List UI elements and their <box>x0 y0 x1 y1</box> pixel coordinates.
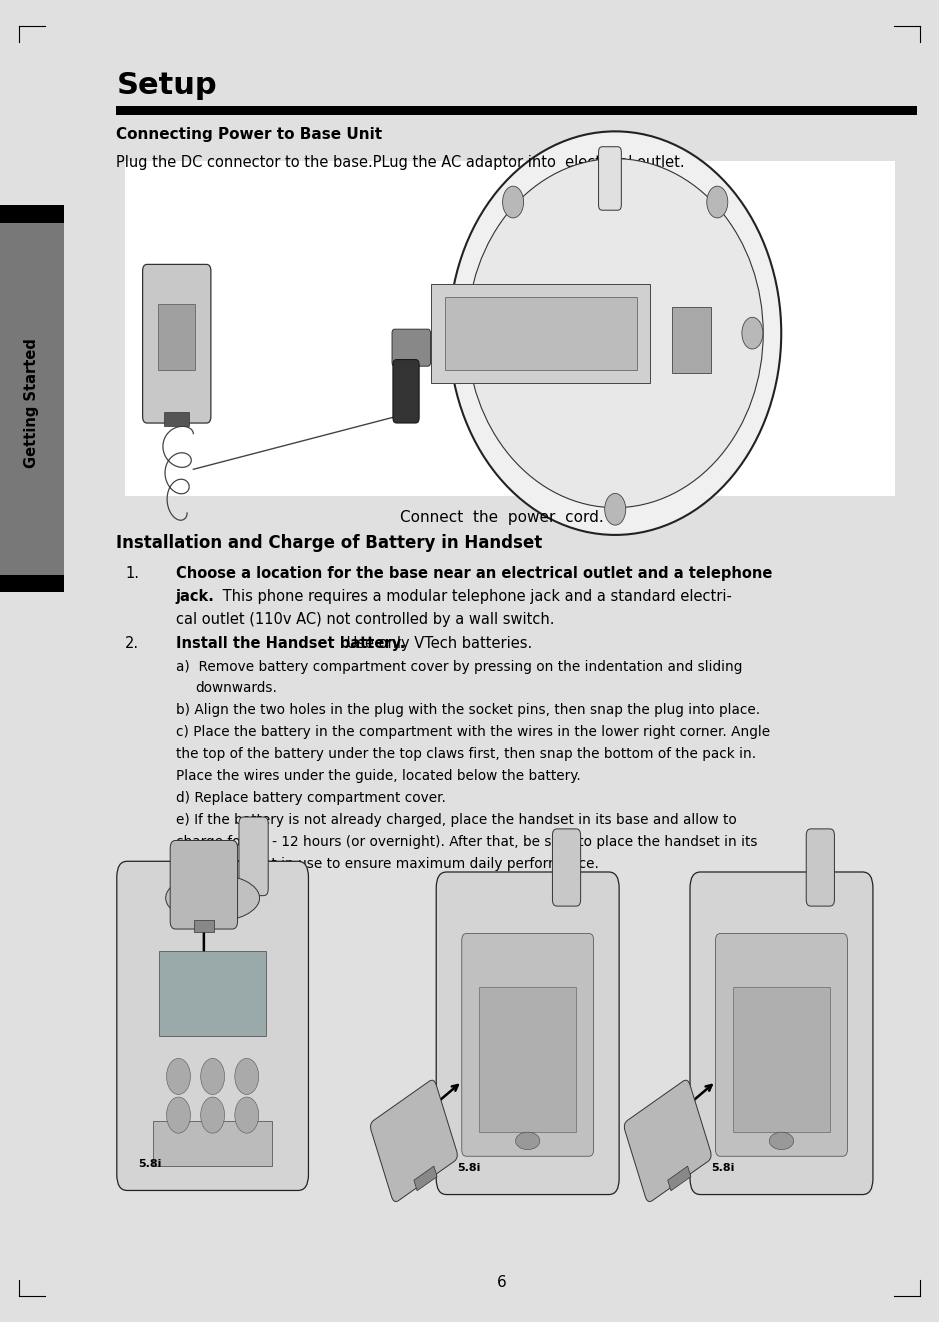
FancyBboxPatch shape <box>143 264 211 423</box>
Text: 5.8i: 5.8i <box>712 1163 735 1174</box>
Text: Installation and Charge of Battery in Handset: Installation and Charge of Battery in Ha… <box>116 534 543 553</box>
Text: Choose a location for the base near an electrical outlet and a telephone: Choose a location for the base near an e… <box>176 566 772 580</box>
FancyBboxPatch shape <box>153 1121 272 1166</box>
Bar <box>116 106 917 115</box>
FancyBboxPatch shape <box>733 986 830 1132</box>
FancyBboxPatch shape <box>239 817 269 896</box>
Circle shape <box>235 1059 259 1095</box>
Text: d) Replace battery compartment cover.: d) Replace battery compartment cover. <box>176 792 446 805</box>
Text: Place the wires under the guide, located below the battery.: Place the wires under the guide, located… <box>176 769 580 784</box>
Bar <box>164 412 189 426</box>
FancyBboxPatch shape <box>159 951 267 1036</box>
Ellipse shape <box>165 874 259 921</box>
FancyBboxPatch shape <box>0 221 64 588</box>
FancyBboxPatch shape <box>431 284 650 383</box>
Text: b) Align the two holes in the plug with the socket pins, then snap the plug into: b) Align the two holes in the plug with … <box>176 703 760 718</box>
FancyBboxPatch shape <box>552 829 580 906</box>
Bar <box>193 920 214 932</box>
Circle shape <box>235 1097 259 1133</box>
Text: This phone requires a modular telephone jack and a standard electri-: This phone requires a modular telephone … <box>218 590 731 604</box>
FancyBboxPatch shape <box>371 1080 457 1202</box>
Circle shape <box>166 1097 191 1133</box>
FancyBboxPatch shape <box>624 1080 711 1202</box>
Text: jack.: jack. <box>176 590 215 604</box>
Text: Setup: Setup <box>116 71 217 100</box>
FancyBboxPatch shape <box>159 304 195 370</box>
Circle shape <box>201 1059 224 1095</box>
FancyBboxPatch shape <box>479 986 577 1132</box>
Circle shape <box>468 317 488 349</box>
FancyBboxPatch shape <box>116 862 308 1190</box>
FancyBboxPatch shape <box>672 307 712 373</box>
Text: Connect  the  power  cord.: Connect the power cord. <box>400 510 603 525</box>
Ellipse shape <box>769 1132 793 1150</box>
Text: 5.8i: 5.8i <box>138 1159 162 1169</box>
Ellipse shape <box>449 131 781 535</box>
Text: Connecting Power to Base Unit: Connecting Power to Base Unit <box>116 127 382 141</box>
Circle shape <box>201 1097 224 1133</box>
FancyBboxPatch shape <box>690 873 873 1195</box>
Circle shape <box>742 317 762 349</box>
Text: 5.8i: 5.8i <box>457 1163 481 1174</box>
Bar <box>668 1166 691 1191</box>
FancyBboxPatch shape <box>716 933 847 1157</box>
FancyBboxPatch shape <box>170 841 238 929</box>
Circle shape <box>502 186 524 218</box>
Text: 1.: 1. <box>125 566 139 580</box>
Text: 2.: 2. <box>125 636 139 652</box>
FancyBboxPatch shape <box>393 360 419 423</box>
Text: c) Place the battery in the compartment with the wires in the lower right corner: c) Place the battery in the compartment … <box>176 726 770 739</box>
Bar <box>414 1166 438 1191</box>
FancyBboxPatch shape <box>462 933 593 1157</box>
Bar <box>125 161 895 496</box>
FancyBboxPatch shape <box>437 873 619 1195</box>
FancyBboxPatch shape <box>393 329 431 366</box>
Text: Use only VTech batteries.: Use only VTech batteries. <box>342 636 532 652</box>
FancyBboxPatch shape <box>0 575 64 592</box>
FancyBboxPatch shape <box>807 829 835 906</box>
FancyBboxPatch shape <box>598 147 622 210</box>
Ellipse shape <box>516 1132 540 1150</box>
Circle shape <box>707 186 728 218</box>
FancyBboxPatch shape <box>0 205 64 223</box>
Text: cal outlet (110v AC) not controlled by a wall switch.: cal outlet (110v AC) not controlled by a… <box>176 612 554 627</box>
Ellipse shape <box>468 159 763 508</box>
Text: Install the Handset battery.: Install the Handset battery. <box>176 636 406 652</box>
Text: base when not in use to ensure maximum daily performance.: base when not in use to ensure maximum d… <box>176 857 599 871</box>
Text: 6: 6 <box>497 1274 506 1290</box>
Circle shape <box>605 493 625 525</box>
Text: Plug the DC connector to the base.PLug the AC adaptor into  electrical outlet.: Plug the DC connector to the base.PLug t… <box>116 155 685 169</box>
Text: downwards.: downwards. <box>195 682 277 695</box>
Text: a)  Remove battery compartment cover by pressing on the indentation and sliding: a) Remove battery compartment cover by p… <box>176 660 742 673</box>
Circle shape <box>166 1059 191 1095</box>
FancyBboxPatch shape <box>444 297 637 370</box>
Text: Getting Started: Getting Started <box>24 338 39 468</box>
Text: charge for 10 - 12 hours (or overnight). After that, be sure to place the handse: charge for 10 - 12 hours (or overnight).… <box>176 836 758 849</box>
Text: the top of the battery under the top claws first, then snap the bottom of the pa: the top of the battery under the top cla… <box>176 747 756 761</box>
Text: e) If the battery is not already charged, place the handset in its base and allo: e) If the battery is not already charged… <box>176 813 736 828</box>
